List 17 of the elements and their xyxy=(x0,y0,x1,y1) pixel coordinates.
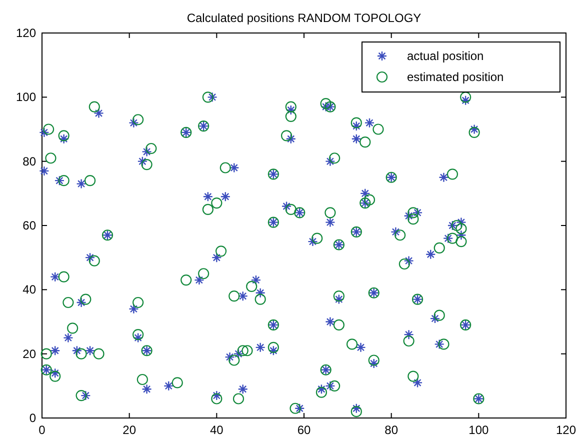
x-tick-label: 120 xyxy=(556,423,576,437)
y-tick-label: 0 xyxy=(29,411,36,425)
y-tick-label: 40 xyxy=(22,282,36,297)
x-tick-label: 40 xyxy=(210,423,224,437)
y-tick-label: 60 xyxy=(22,218,36,232)
x-tick-label: 100 xyxy=(468,423,489,437)
y-tick-label: 120 xyxy=(16,26,36,40)
legend-label: estimated position xyxy=(407,70,504,84)
y-tick-label: 20 xyxy=(22,346,36,361)
x-tick-label: 80 xyxy=(384,423,398,437)
x-tick-label: 0 xyxy=(38,423,46,437)
y-tick-label: 100 xyxy=(16,90,36,104)
x-tick-label: 20 xyxy=(122,423,136,437)
y-tick-label: 80 xyxy=(22,154,36,168)
x-tick-label: 60 xyxy=(297,423,311,437)
legend-label: actual position xyxy=(407,49,484,63)
chart-title: Calculated positions RANDOM TOPOLOGY xyxy=(186,11,422,25)
